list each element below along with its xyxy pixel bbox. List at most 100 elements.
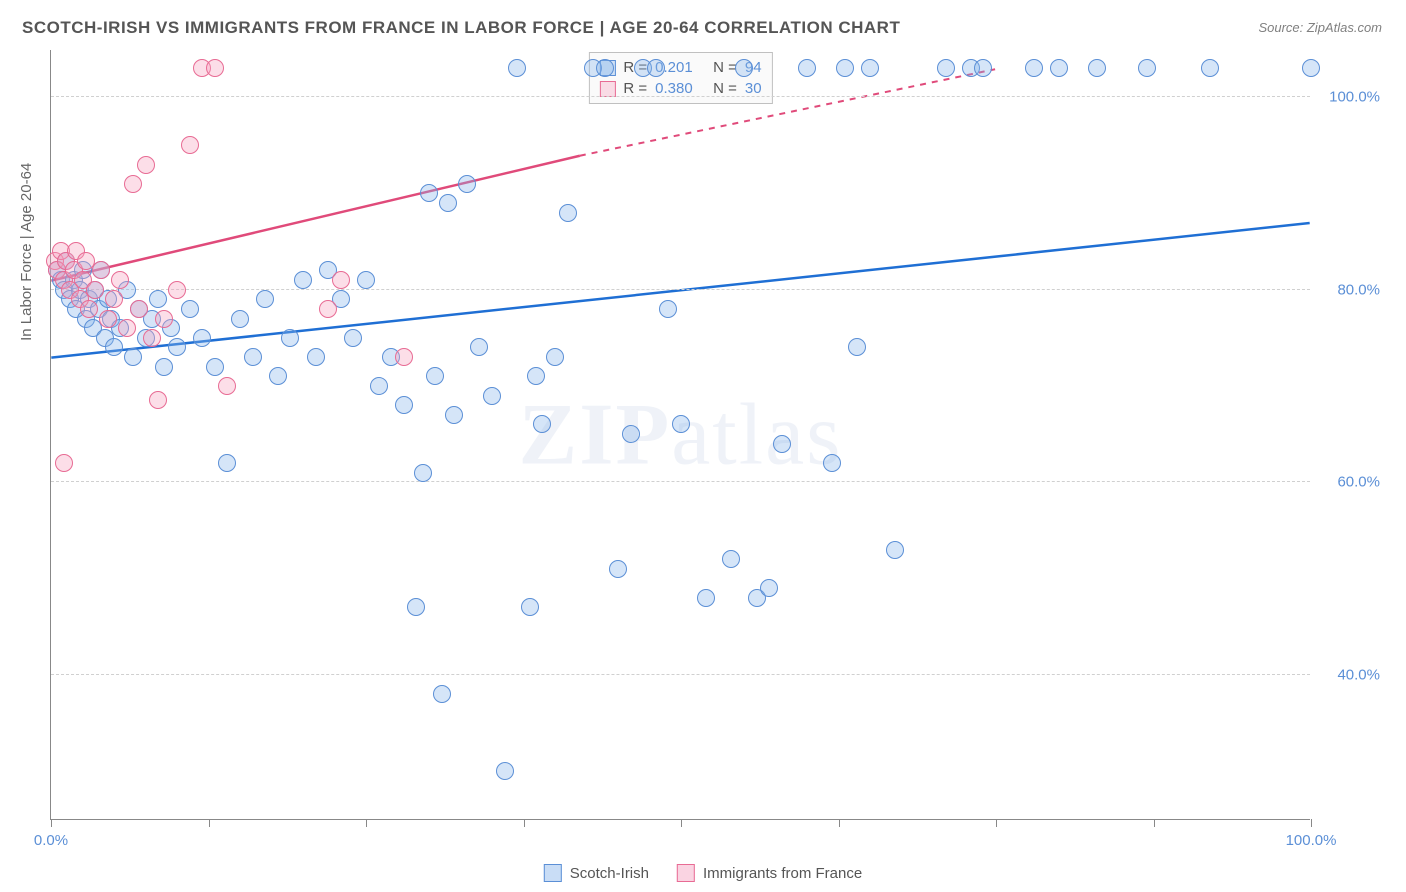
trend-lines <box>51 50 1310 819</box>
data-point <box>496 762 514 780</box>
y-tick-label: 60.0% <box>1337 474 1380 491</box>
data-point <box>395 348 413 366</box>
data-point <box>111 271 129 289</box>
data-point <box>357 271 375 289</box>
gridline <box>51 289 1310 290</box>
data-point <box>218 377 236 395</box>
chart-title: SCOTCH-IRISH VS IMMIGRANTS FROM FRANCE I… <box>22 18 900 38</box>
data-point <box>370 377 388 395</box>
x-tick <box>839 819 840 827</box>
data-point <box>124 348 142 366</box>
data-point <box>546 348 564 366</box>
data-point <box>86 281 104 299</box>
y-axis-title: In Labor Force | Age 20-64 <box>18 163 35 341</box>
data-point <box>181 300 199 318</box>
data-point <box>193 329 211 347</box>
gridline <box>51 674 1310 675</box>
x-tick <box>366 819 367 827</box>
y-tick-label: 40.0% <box>1337 666 1380 683</box>
data-point <box>149 290 167 308</box>
data-point <box>445 406 463 424</box>
watermark: ZIPatlas <box>519 384 843 485</box>
data-point <box>559 204 577 222</box>
data-point <box>836 59 854 77</box>
data-point <box>937 59 955 77</box>
data-point <box>105 290 123 308</box>
data-point <box>848 338 866 356</box>
data-point <box>99 310 117 328</box>
data-point <box>218 454 236 472</box>
data-point <box>307 348 325 366</box>
x-tick <box>209 819 210 827</box>
data-point <box>155 358 173 376</box>
data-point <box>609 560 627 578</box>
legend-item: Immigrants from France <box>677 864 862 882</box>
data-point <box>319 300 337 318</box>
data-point <box>118 319 136 337</box>
data-point <box>256 290 274 308</box>
data-point <box>137 156 155 174</box>
data-point <box>533 415 551 433</box>
data-point <box>168 338 186 356</box>
legend-series: Scotch-Irish Immigrants from France <box>544 864 862 882</box>
data-point <box>244 348 262 366</box>
data-point <box>1201 59 1219 77</box>
data-point <box>407 598 425 616</box>
x-tick <box>1311 819 1312 827</box>
data-point <box>1302 59 1320 77</box>
data-point <box>332 271 350 289</box>
data-point <box>168 281 186 299</box>
data-point <box>861 59 879 77</box>
data-point <box>294 271 312 289</box>
data-point <box>773 435 791 453</box>
data-point <box>974 59 992 77</box>
data-point <box>521 598 539 616</box>
legend-item: Scotch-Irish <box>544 864 649 882</box>
data-point <box>395 396 413 414</box>
y-tick-label: 80.0% <box>1337 281 1380 298</box>
data-point <box>124 175 142 193</box>
data-point <box>508 59 526 77</box>
data-point <box>92 261 110 279</box>
x-tick <box>996 819 997 827</box>
data-point <box>647 59 665 77</box>
data-point <box>206 358 224 376</box>
data-point <box>760 579 778 597</box>
data-point <box>55 454 73 472</box>
data-point <box>1138 59 1156 77</box>
data-point <box>722 550 740 568</box>
data-point <box>1025 59 1043 77</box>
data-point <box>426 367 444 385</box>
data-point <box>344 329 362 347</box>
data-point <box>659 300 677 318</box>
data-point <box>672 415 690 433</box>
data-point <box>281 329 299 347</box>
data-point <box>105 338 123 356</box>
data-point <box>886 541 904 559</box>
data-point <box>414 464 432 482</box>
data-point <box>206 59 224 77</box>
data-point <box>130 300 148 318</box>
data-point <box>269 367 287 385</box>
data-point <box>823 454 841 472</box>
gridline <box>51 96 1310 97</box>
data-point <box>458 175 476 193</box>
x-tick <box>524 819 525 827</box>
source-label: Source: ZipAtlas.com <box>1258 20 1382 35</box>
plot-area: ZIPatlas R = 0.201N = 94R = 0.380N = 30 … <box>50 50 1310 820</box>
data-point <box>80 300 98 318</box>
data-point <box>439 194 457 212</box>
data-point <box>433 685 451 703</box>
data-point <box>596 59 614 77</box>
data-point <box>697 589 715 607</box>
data-point <box>527 367 545 385</box>
data-point <box>1050 59 1068 77</box>
data-point <box>483 387 501 405</box>
x-tick <box>51 819 52 827</box>
correlation-chart: SCOTCH-IRISH VS IMMIGRANTS FROM FRANCE I… <box>0 0 1406 892</box>
x-tick-label: 100.0% <box>1286 832 1337 849</box>
x-tick <box>1154 819 1155 827</box>
data-point <box>155 310 173 328</box>
data-point <box>622 425 640 443</box>
data-point <box>149 391 167 409</box>
